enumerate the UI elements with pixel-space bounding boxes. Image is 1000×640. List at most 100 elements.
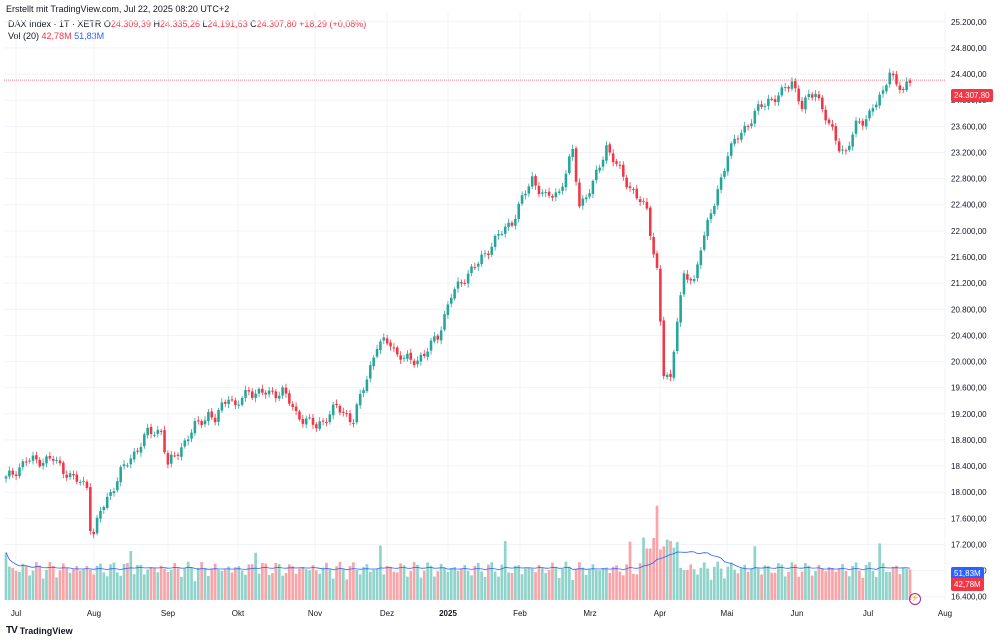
volume-bar bbox=[129, 551, 133, 600]
candle-body bbox=[497, 234, 500, 236]
candle-body bbox=[827, 119, 831, 124]
candle-body bbox=[470, 266, 473, 274]
volume-bar bbox=[358, 574, 362, 600]
candle-body bbox=[503, 226, 507, 234]
candle-body bbox=[217, 410, 220, 422]
candle-body bbox=[750, 123, 753, 127]
volume-bar bbox=[763, 565, 767, 600]
volume-bar bbox=[716, 561, 720, 600]
candle-body bbox=[331, 404, 335, 416]
volume-bar bbox=[406, 576, 409, 600]
candle-body bbox=[102, 507, 106, 511]
candle-body bbox=[170, 454, 173, 464]
candle-body bbox=[605, 145, 608, 161]
candle-body bbox=[746, 126, 750, 128]
candle-body bbox=[99, 510, 102, 519]
candle-body bbox=[524, 193, 527, 196]
volume-bar bbox=[392, 571, 396, 600]
volume-bar bbox=[385, 565, 389, 600]
candle-body bbox=[247, 390, 251, 392]
volume-bar bbox=[31, 570, 35, 600]
candle-body bbox=[463, 282, 467, 284]
candle-body bbox=[304, 418, 308, 425]
volume-bar bbox=[696, 574, 699, 600]
candle-body bbox=[706, 219, 709, 237]
candle-body bbox=[375, 349, 379, 357]
candle-body bbox=[422, 353, 426, 357]
symbol-label[interactable]: DAX Index · 1T · XETR bbox=[8, 19, 102, 29]
y-tick-label: 19.200,00 bbox=[951, 410, 987, 419]
volume-bar bbox=[365, 564, 369, 600]
volume-bar bbox=[665, 539, 669, 600]
volume-bar bbox=[82, 568, 85, 600]
volume-bar bbox=[190, 567, 193, 600]
candle-body bbox=[787, 86, 790, 89]
volume-bar bbox=[858, 570, 861, 600]
candle-body bbox=[689, 278, 693, 281]
candle-body bbox=[790, 81, 794, 89]
volume-bar bbox=[45, 569, 48, 600]
candle-body bbox=[527, 186, 531, 194]
volume-bar bbox=[436, 571, 440, 600]
volume-bar bbox=[142, 574, 146, 600]
candle-body bbox=[45, 456, 48, 464]
candle-body bbox=[149, 426, 153, 435]
y-tick-label: 20.800,00 bbox=[951, 305, 987, 314]
candle-body bbox=[905, 81, 908, 91]
y-tick-label: 20.000,00 bbox=[951, 358, 987, 367]
candle-body bbox=[888, 72, 892, 85]
volume-bar bbox=[888, 571, 892, 600]
volume-bar bbox=[723, 578, 726, 600]
volume-bar bbox=[837, 568, 841, 600]
volume-bar bbox=[766, 565, 770, 600]
volume-bar bbox=[210, 568, 214, 600]
candle-body bbox=[581, 198, 585, 206]
candle-body bbox=[615, 161, 618, 164]
candle-body bbox=[851, 134, 854, 147]
candle-body bbox=[686, 274, 689, 280]
candle-body bbox=[632, 189, 635, 191]
volume-bar bbox=[281, 575, 284, 600]
volume-bar bbox=[503, 541, 507, 600]
candle-body bbox=[817, 94, 821, 99]
x-tick-label: Mai bbox=[721, 609, 734, 618]
lightning-icon[interactable]: ⚡ bbox=[909, 593, 921, 605]
candle-body bbox=[112, 491, 116, 494]
volume-bar bbox=[18, 571, 21, 600]
volume-bar bbox=[146, 569, 150, 600]
tradingview-label: TradingView bbox=[19, 625, 73, 636]
price-legend-row: DAX Index · 1T · XETR O24.309,39 H24.335… bbox=[8, 18, 366, 30]
x-tick-label: Aug bbox=[938, 609, 952, 618]
volume-bar bbox=[321, 567, 325, 600]
candle-body bbox=[11, 470, 15, 475]
volume-label[interactable]: Vol (20) bbox=[8, 31, 40, 41]
candle-body bbox=[230, 399, 234, 401]
volume-bar bbox=[402, 565, 406, 600]
candle-body bbox=[466, 273, 470, 284]
volume-bar bbox=[213, 563, 217, 600]
volume-bar bbox=[487, 564, 490, 600]
candle-body bbox=[763, 105, 767, 107]
volume-bar bbox=[220, 571, 224, 600]
volume-bar bbox=[4, 552, 8, 600]
volume-bar bbox=[544, 573, 548, 600]
candle-body bbox=[544, 192, 547, 194]
volume-bar bbox=[851, 565, 855, 600]
volume-bar bbox=[527, 568, 531, 600]
candle-body bbox=[500, 233, 504, 235]
volume-bar bbox=[628, 541, 632, 600]
volume-bar bbox=[237, 566, 241, 600]
volume-bar bbox=[591, 564, 595, 600]
candle-body bbox=[65, 474, 68, 478]
candle-body bbox=[655, 253, 659, 268]
y-tick-label: 18.000,00 bbox=[951, 488, 987, 497]
volume-bar bbox=[196, 567, 200, 600]
candle-body bbox=[702, 235, 706, 250]
candle-body bbox=[122, 464, 126, 467]
candle-body bbox=[419, 354, 423, 362]
volume-bar bbox=[844, 571, 848, 600]
volume-bar bbox=[753, 546, 757, 600]
candle-body bbox=[240, 397, 244, 405]
volume-bar bbox=[254, 552, 257, 600]
